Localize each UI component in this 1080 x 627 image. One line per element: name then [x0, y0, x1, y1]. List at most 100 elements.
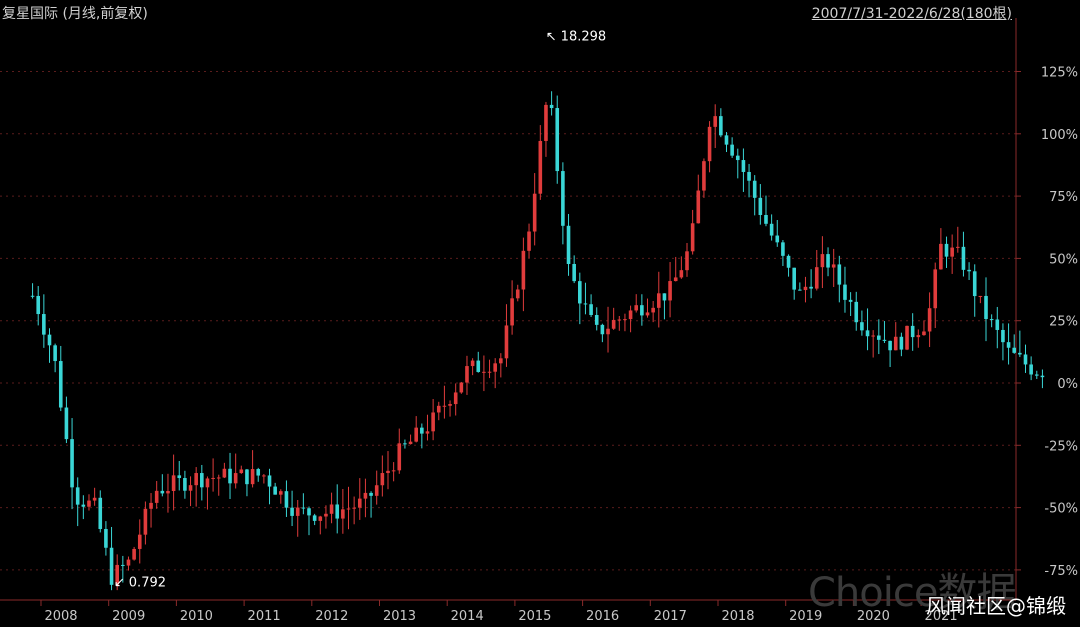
date-range-link[interactable]: 2007/7/31-2022/6/28(180根) — [811, 6, 1012, 22]
candle-body — [47, 334, 52, 346]
candle-body — [420, 427, 424, 434]
candle-body — [679, 270, 684, 278]
candle-body — [882, 339, 887, 341]
candle-body — [758, 197, 763, 215]
candle-body — [104, 528, 108, 548]
candle-body — [668, 281, 672, 301]
candle-body — [273, 486, 277, 495]
candle-body — [70, 439, 74, 488]
candle-body — [465, 366, 469, 383]
candle-body — [854, 301, 859, 323]
candle-body — [1001, 329, 1005, 343]
y-tick-label: 125% — [1041, 66, 1078, 81]
candle-body — [707, 126, 712, 162]
candle-body — [730, 144, 734, 156]
candle-body — [228, 468, 232, 484]
candle-body — [1023, 354, 1028, 365]
candle-body — [916, 335, 921, 338]
x-tick-label: 2013 — [383, 609, 416, 624]
candle-body — [188, 485, 193, 491]
candle-body — [820, 254, 825, 268]
candle-body — [719, 116, 723, 136]
candle-body — [262, 475, 266, 477]
candle-body — [499, 358, 503, 364]
candle-body — [75, 487, 80, 505]
candle-body — [515, 289, 520, 299]
candle-body — [121, 564, 125, 566]
candle-body — [634, 305, 639, 311]
candle-body — [922, 331, 926, 336]
max-price-annotation: ↖ 18.298 — [546, 30, 607, 45]
candle-body — [357, 498, 362, 508]
candle-body — [600, 324, 605, 335]
candle-body — [329, 504, 334, 514]
candle-body — [216, 477, 221, 479]
candle-body — [623, 319, 627, 321]
x-tick-label: 2020 — [857, 609, 890, 624]
candle-body — [905, 325, 909, 350]
x-tick-label: 2008 — [44, 609, 77, 624]
candle-body — [617, 319, 622, 321]
y-tick-label: 0% — [1057, 377, 1078, 392]
candle-body — [792, 267, 796, 290]
candle-body — [171, 475, 176, 491]
watermark: Choice数据 — [808, 570, 1016, 616]
candle-body — [1018, 352, 1022, 355]
candle-body — [341, 509, 345, 519]
candle-body — [860, 322, 864, 331]
candle-body — [814, 267, 819, 289]
y-tick-label: -50% — [1044, 502, 1078, 517]
candle-body — [205, 478, 210, 488]
candle-body — [448, 404, 452, 406]
y-tick-label: 25% — [1049, 315, 1078, 330]
candle-body — [978, 295, 983, 297]
candle-body — [363, 492, 368, 499]
candle-body — [284, 491, 289, 508]
candle-body — [944, 243, 949, 257]
candle-body — [453, 392, 458, 405]
candle-body — [752, 180, 757, 198]
candle-body — [702, 161, 706, 191]
candle-body — [893, 336, 898, 351]
candle-body — [482, 371, 486, 373]
candle-body — [267, 475, 272, 487]
candle-body — [369, 492, 373, 496]
candle-body — [831, 264, 836, 268]
candle-body — [865, 330, 870, 337]
candle-body — [459, 382, 464, 393]
candle-body — [572, 263, 576, 282]
candle-body — [927, 308, 932, 332]
candle-body — [809, 286, 813, 289]
candle-body — [87, 500, 91, 507]
candle-body — [673, 277, 678, 282]
candle-body — [98, 497, 103, 529]
candle-body — [222, 468, 227, 478]
candle-body — [578, 281, 582, 304]
candle-body — [160, 490, 165, 494]
candle-body — [137, 534, 142, 549]
candle-body — [685, 251, 689, 271]
candle-body — [989, 319, 994, 321]
candle-body — [250, 469, 255, 485]
candle-body — [735, 155, 740, 161]
candle-body — [713, 116, 718, 127]
candle-body — [504, 325, 509, 359]
candle-body — [278, 491, 283, 495]
candle-body — [42, 314, 46, 335]
candle-body — [1006, 342, 1011, 348]
candle-body — [877, 335, 881, 340]
candle-body — [126, 559, 131, 566]
y-tick-label: 100% — [1041, 128, 1078, 143]
candle-body — [487, 371, 492, 373]
candle-body — [352, 507, 356, 509]
candle-body — [933, 269, 938, 309]
candle-body — [899, 336, 904, 350]
candle-body — [470, 360, 475, 367]
candle-body — [837, 264, 842, 285]
candle-body — [403, 443, 407, 445]
candle-body — [826, 254, 830, 268]
candle-body — [166, 490, 170, 494]
x-tick-label: 2016 — [586, 609, 619, 624]
candle-body — [843, 284, 847, 300]
candle-body — [640, 305, 644, 316]
